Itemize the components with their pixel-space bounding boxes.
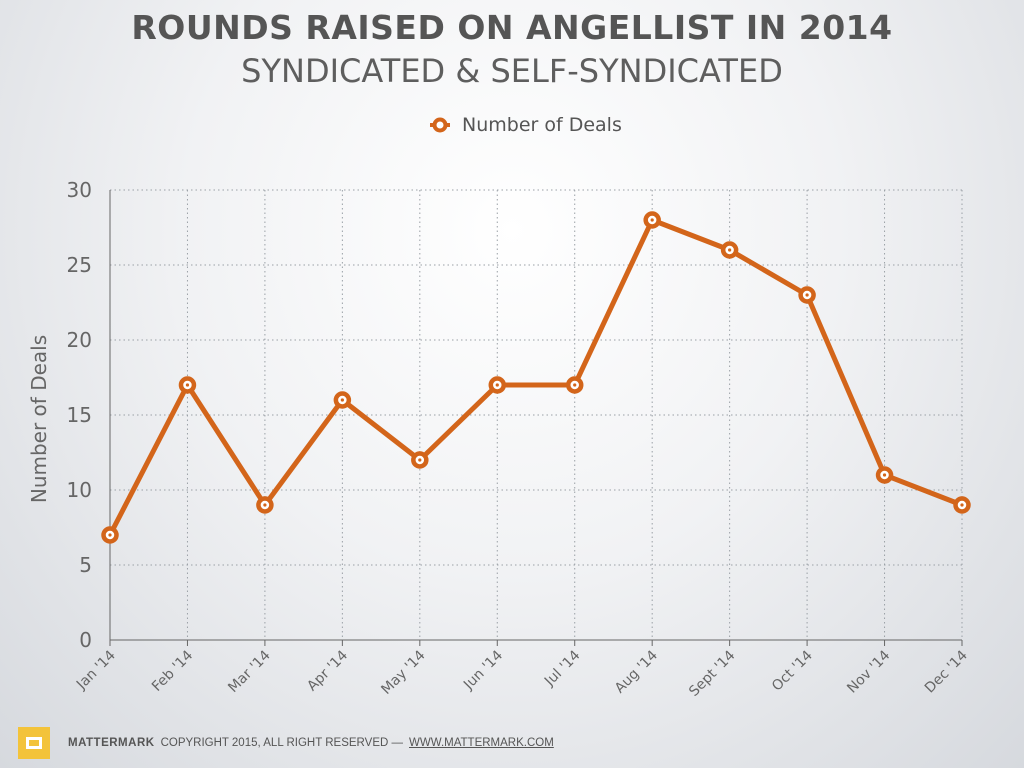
y-tick-label: 20: [67, 328, 92, 352]
x-tick-label: Apr '14: [304, 647, 351, 694]
data-point-center: [728, 248, 732, 252]
data-point-center: [650, 218, 654, 222]
line-chart: 0 5 10 15 20 25 30 Jan '14 Feb '14 Mar '14 Apr '14…: [27, 178, 971, 700]
data-point-center: [185, 383, 190, 387]
footer-copyright: COPYRIGHT 2015, ALL RIGHT RESERVED —: [160, 737, 404, 749]
x-tick-label: Nov '14: [844, 647, 893, 696]
y-tick-label: 5: [79, 553, 92, 577]
x-tick-label: Aug '14: [612, 647, 661, 696]
y-tick-label: 25: [67, 253, 92, 277]
legend: Number of Deals: [430, 114, 622, 136]
data-point-center: [108, 533, 112, 537]
data-point-center: [960, 503, 964, 507]
footer-brand: MATTERMARK: [68, 737, 155, 749]
x-tick-label: Oct '14: [769, 647, 816, 694]
x-tick-label: Dec '14: [922, 647, 971, 696]
y-tick-label: 30: [67, 178, 92, 202]
y-tick-label: 15: [67, 403, 92, 427]
data-point-center: [882, 473, 887, 477]
x-tick-label: May '14: [378, 647, 428, 697]
data-point-center: [495, 383, 499, 387]
data-point-center: [573, 383, 577, 387]
y-tick-label: 0: [79, 628, 92, 652]
legend-marker-icon: [430, 117, 450, 133]
data-point-center: [805, 293, 809, 297]
footer-link[interactable]: WWW.MATTERMARK.COM: [409, 737, 554, 749]
series-line: [107, 217, 965, 538]
x-tick-label: Feb '14: [149, 647, 196, 694]
x-tick-label: Mar '14: [225, 647, 274, 696]
y-tick-label: 10: [67, 478, 92, 502]
footer: MATTERMARK COPYRIGHT 2015, ALL RIGHT RES…: [18, 727, 554, 759]
mattermark-logo-icon: [18, 727, 50, 759]
x-tick-label: Jul '14: [541, 647, 583, 689]
x-tick-label: Jan '14: [73, 647, 119, 693]
chart-title: ROUNDS RAISED ON ANGELLIST IN 2014: [131, 8, 893, 47]
y-axis-title: Number of Deals: [27, 335, 51, 503]
data-point-center: [340, 398, 344, 402]
data-point-center: [263, 503, 267, 507]
x-tick-label: Jun '14: [460, 647, 506, 693]
chart-subtitle: SYNDICATED & SELF-SYNDICATED: [241, 52, 783, 90]
data-point-center: [418, 458, 422, 462]
x-tick-label: Sept '14: [686, 647, 738, 699]
legend-label: Number of Deals: [462, 114, 622, 136]
